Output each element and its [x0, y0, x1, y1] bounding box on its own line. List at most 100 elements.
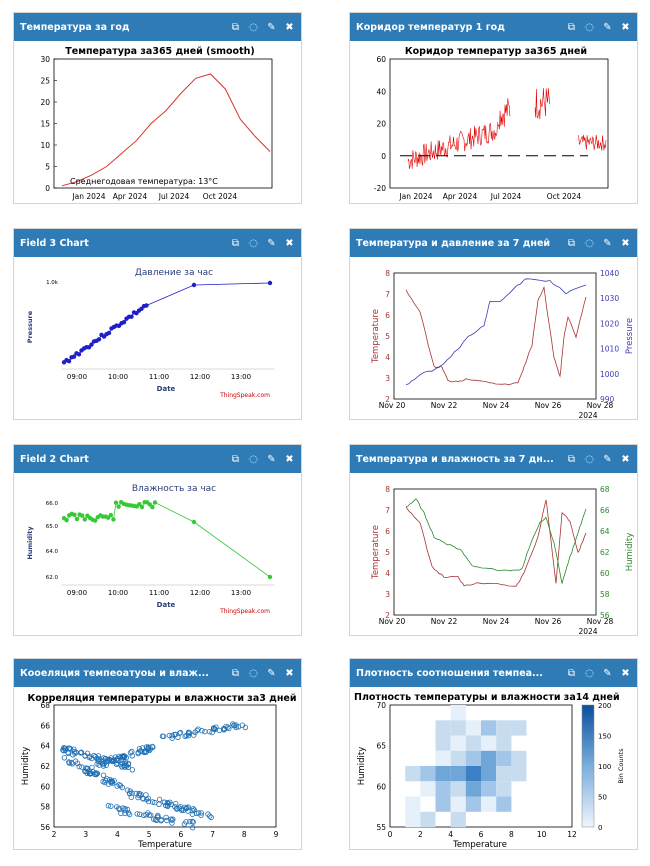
y-tick-label: 64.0 [46, 549, 59, 555]
x-tick-label: 12:00 [190, 589, 210, 597]
data-point [168, 801, 174, 808]
data-point [96, 337, 102, 342]
data-point [105, 758, 112, 764]
close-icon[interactable]: ✖ [621, 21, 630, 33]
heatmap-cell [435, 720, 451, 736]
data-point [122, 810, 128, 817]
y2-tick-label: 68 [600, 485, 610, 494]
close-icon[interactable]: ✖ [285, 21, 294, 33]
pencil-icon[interactable]: ✎ [267, 667, 276, 679]
y-tick-label: 62.0 [46, 575, 59, 581]
external-link-icon[interactable]: ⧉ [231, 21, 240, 33]
data-point [89, 764, 95, 771]
comment-icon[interactable]: ◌ [249, 667, 258, 679]
pencil-icon[interactable]: ✎ [267, 237, 276, 249]
y-tick-label: 62 [40, 762, 50, 771]
comment-icon[interactable]: ◌ [249, 21, 258, 33]
x-tick-label: 6 [178, 830, 183, 839]
x-tick-label: 8 [242, 830, 247, 839]
x-tick-label: 10 [537, 830, 547, 839]
heatmap-cell [465, 796, 481, 812]
external-link-icon[interactable]: ⧉ [231, 237, 240, 249]
y-tick-label: 66 [40, 721, 50, 730]
external-link-icon[interactable]: ⧉ [231, 667, 240, 679]
x-axis-label: Date [157, 385, 176, 393]
y-axis-label: Humidity [26, 526, 34, 560]
heatmap-cell [496, 720, 512, 736]
y-tick-label: 8 [385, 269, 390, 278]
y-axis-label: Temperature [371, 309, 381, 364]
panel-header: Плотность соотношения темпеа... ⧉ ◌ ✎ ✖ [350, 659, 637, 687]
x-tick-label: 3 [83, 830, 88, 839]
heatmap-cell [450, 705, 466, 721]
x-tick-label: Apr 2024 [113, 192, 148, 201]
pencil-icon[interactable]: ✎ [603, 667, 612, 679]
external-link-icon[interactable]: ⧉ [567, 21, 576, 33]
data-point [129, 753, 135, 759]
x-tick-label: Jan 2024 [398, 192, 432, 201]
data-point [145, 795, 151, 802]
comment-icon[interactable]: ◌ [249, 237, 258, 249]
y-tick-label: 64 [40, 742, 50, 751]
pencil-icon[interactable]: ✎ [603, 237, 612, 249]
data-point [143, 796, 150, 803]
x-axis-label: Temperature [137, 840, 192, 849]
pencil-icon[interactable]: ✎ [603, 453, 612, 465]
close-icon[interactable]: ✖ [621, 237, 630, 249]
close-icon[interactable]: ✖ [621, 453, 630, 465]
comment-icon[interactable]: ◌ [585, 453, 594, 465]
y-tick-label: 4 [385, 569, 390, 578]
data-point [119, 784, 125, 791]
data-point [78, 749, 84, 756]
x-tick-label: Nov 28 [587, 617, 614, 626]
x-tick-label: Oct 2024 [547, 192, 582, 201]
comment-icon[interactable]: ◌ [585, 237, 594, 249]
data-point [92, 770, 99, 776]
data-point [126, 790, 133, 797]
y-tick-label: 40 [376, 87, 386, 96]
data-point [226, 725, 232, 732]
panel-field3: Field 3 Chart ⧉ ◌ ✎ ✖ Давление за час 09:00 10… [13, 228, 302, 420]
heatmap-cell [405, 766, 421, 782]
heatmap-cell [420, 766, 436, 782]
heatmap-cell [511, 720, 527, 736]
data-point [83, 765, 89, 771]
comment-icon[interactable]: ◌ [249, 453, 258, 465]
pencil-icon[interactable]: ✎ [603, 21, 612, 33]
data-point [89, 342, 94, 347]
data-point [139, 504, 145, 510]
data-point [116, 805, 122, 811]
colorbar-tick-label: 0 [598, 824, 602, 832]
y-tick-label: 68 [40, 701, 50, 710]
y2-tick-label: 1020 [600, 319, 619, 328]
close-icon[interactable]: ✖ [285, 453, 294, 465]
pencil-icon[interactable]: ✎ [267, 21, 276, 33]
comment-icon[interactable]: ◌ [585, 667, 594, 679]
data-point [61, 745, 67, 751]
series-line [407, 88, 607, 169]
heatmap-cell [496, 766, 512, 782]
y-tick-label: 5 [385, 332, 390, 341]
data-point [177, 729, 184, 736]
external-link-icon[interactable]: ⧉ [231, 453, 240, 465]
panel-temp-humidity: Температура и влажность за 7 дн... ⧉ ◌ ✎ ✖ 2… [349, 444, 638, 636]
data-point [82, 752, 88, 759]
external-link-icon[interactable]: ⧉ [567, 453, 576, 465]
heatmap-cell [435, 766, 451, 782]
data-point [164, 802, 171, 808]
x-tick-label: 8 [509, 830, 514, 839]
heatmap-cell [450, 750, 466, 767]
close-icon[interactable]: ✖ [621, 667, 630, 679]
colorbar-tick-label: 200 [598, 702, 611, 710]
pencil-icon[interactable]: ✎ [267, 453, 276, 465]
close-icon[interactable]: ✖ [285, 237, 294, 249]
data-point [71, 354, 77, 359]
y-tick-label: 1.0k [46, 280, 59, 286]
y-tick-label: 4 [385, 353, 390, 362]
data-point [82, 768, 88, 774]
external-link-icon[interactable]: ⧉ [567, 667, 576, 679]
comment-icon[interactable]: ◌ [585, 21, 594, 33]
close-icon[interactable]: ✖ [285, 667, 294, 679]
external-link-icon[interactable]: ⧉ [567, 237, 576, 249]
y-tick-label: 8 [385, 485, 390, 494]
